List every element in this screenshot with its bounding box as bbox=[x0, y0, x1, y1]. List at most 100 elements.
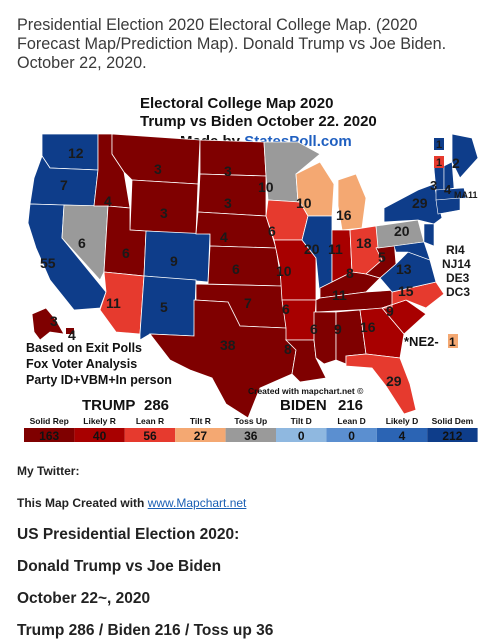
label-fl: 29 bbox=[386, 373, 402, 389]
label-mn: 10 bbox=[258, 179, 274, 195]
label-ri: RI4 bbox=[446, 243, 465, 257]
label-ma: MA11 bbox=[454, 190, 478, 200]
biden-total: 216 bbox=[338, 397, 363, 414]
label-me-cd2: 1 bbox=[436, 157, 442, 169]
label-nc: 15 bbox=[398, 283, 414, 299]
legend-swatch bbox=[124, 428, 176, 442]
legend-value: 0 bbox=[298, 429, 305, 443]
map-header-line1: Electoral College Map 2020 bbox=[140, 95, 333, 112]
state-hi bbox=[66, 328, 74, 334]
label-hi: 4 bbox=[68, 327, 76, 343]
label-in: 11 bbox=[328, 241, 343, 257]
legend-label: Toss Up bbox=[234, 416, 267, 426]
legend-swatch bbox=[427, 428, 478, 442]
legend-value: 56 bbox=[143, 429, 157, 443]
label-dc: DC3 bbox=[446, 285, 470, 299]
label-ks: 6 bbox=[232, 261, 240, 277]
me-cd1-box bbox=[434, 138, 444, 150]
label-az: 11 bbox=[106, 295, 121, 311]
label-wv: 5 bbox=[378, 249, 386, 265]
twitter-label: My Twitter: bbox=[17, 464, 80, 478]
state-ct-ri bbox=[435, 197, 461, 215]
label-nh: 4 bbox=[444, 182, 452, 197]
legend-value: 0 bbox=[348, 429, 355, 443]
legend-swatch bbox=[74, 428, 125, 442]
label-ky: 8 bbox=[346, 265, 354, 281]
legend-value: 212 bbox=[442, 429, 462, 443]
map-header-line2: Trump vs Biden October 22. 2020 bbox=[140, 113, 377, 130]
label-va: 13 bbox=[396, 261, 412, 277]
created-with-line: This Map Created with www.Mapchart.net bbox=[17, 496, 246, 510]
electoral-map-image: Electoral College Map 2020 Trump vs Bide… bbox=[20, 88, 478, 444]
label-vt: 3 bbox=[430, 178, 437, 193]
label-nd: 3 bbox=[224, 163, 232, 179]
state-ga bbox=[359, 307, 405, 359]
legend-label: Lean D bbox=[337, 416, 365, 426]
label-ca: 55 bbox=[40, 255, 56, 271]
legend-value: 163 bbox=[39, 429, 59, 443]
text-line2: Donald Trump vs Joe Biden bbox=[17, 558, 222, 575]
label-ar: 6 bbox=[282, 301, 290, 317]
me-cd2-box bbox=[434, 156, 444, 168]
label-wi: 10 bbox=[296, 195, 312, 211]
legend-label: Tilt D bbox=[291, 416, 312, 426]
legend-label: Likely D bbox=[386, 416, 419, 426]
text-line4: Trump 286 / Biden 216 / Toss up 36 bbox=[17, 622, 274, 639]
label-ne: 4 bbox=[220, 229, 228, 245]
legend-swatch bbox=[276, 428, 327, 442]
legend-value: 36 bbox=[244, 429, 258, 443]
label-ut: 6 bbox=[122, 245, 130, 261]
legend-value: 4 bbox=[399, 429, 406, 443]
label-pa: 20 bbox=[394, 223, 410, 239]
label-tn: 11 bbox=[332, 287, 347, 303]
legend-label: Tilt R bbox=[190, 416, 211, 426]
page-title: Presidential Election 2020 Electoral Col… bbox=[17, 16, 447, 72]
label-al: 9 bbox=[334, 321, 342, 337]
state-ak bbox=[31, 307, 65, 341]
state-md bbox=[393, 241, 431, 261]
state-nd bbox=[199, 139, 267, 177]
note-line3: Party ID+VBM+In person bbox=[26, 373, 172, 387]
label-nv: 6 bbox=[78, 235, 86, 251]
legend-value: 40 bbox=[93, 429, 107, 443]
biden-label: BIDEN bbox=[280, 397, 327, 414]
state-fl bbox=[345, 353, 417, 415]
label-me-cd1: 1 bbox=[436, 139, 442, 151]
label-tx: 38 bbox=[220, 337, 236, 353]
ne2-box bbox=[448, 334, 458, 348]
mapchart-link[interactable]: www.Mapchart.net bbox=[147, 496, 247, 510]
legend-label: Likely R bbox=[83, 416, 116, 426]
mapchart-credit: Created with mapchart.net © bbox=[248, 386, 364, 396]
label-sd: 3 bbox=[224, 195, 232, 211]
ne2-value: 1 bbox=[449, 335, 456, 349]
legend-value: 27 bbox=[194, 429, 208, 443]
legend-swatch bbox=[326, 428, 377, 442]
label-or: 7 bbox=[60, 177, 68, 193]
label-de: DE3 bbox=[446, 271, 470, 285]
state-me bbox=[451, 133, 478, 179]
legend-swatch bbox=[376, 428, 428, 442]
label-me: 2 bbox=[452, 155, 460, 171]
legend-swatch bbox=[225, 428, 276, 442]
text-line1: US Presidential Election 2020: bbox=[17, 526, 240, 543]
state-nc bbox=[381, 281, 445, 309]
label-id: 4 bbox=[104, 193, 112, 209]
text-line3: October 22~, 2020 bbox=[17, 590, 151, 607]
label-ok: 7 bbox=[244, 295, 252, 311]
legend-label: Lean R bbox=[136, 416, 164, 426]
state-ny bbox=[383, 183, 443, 225]
legend-label: Solid Rep bbox=[30, 416, 69, 426]
label-ny: 29 bbox=[412, 195, 428, 211]
state-nm bbox=[139, 275, 197, 341]
label-ia: 6 bbox=[268, 223, 276, 239]
label-wa: 12 bbox=[68, 145, 84, 161]
legend-swatch bbox=[175, 428, 226, 442]
created-with-prefix: This Map Created with bbox=[17, 496, 148, 510]
label-nj: NJ14 bbox=[442, 257, 471, 271]
state-ma bbox=[435, 187, 467, 201]
trump-total: 286 bbox=[144, 397, 169, 414]
state-sd bbox=[197, 173, 267, 217]
label-mt: 3 bbox=[154, 161, 162, 177]
note-line2: Fox Voter Analysis bbox=[26, 357, 137, 371]
